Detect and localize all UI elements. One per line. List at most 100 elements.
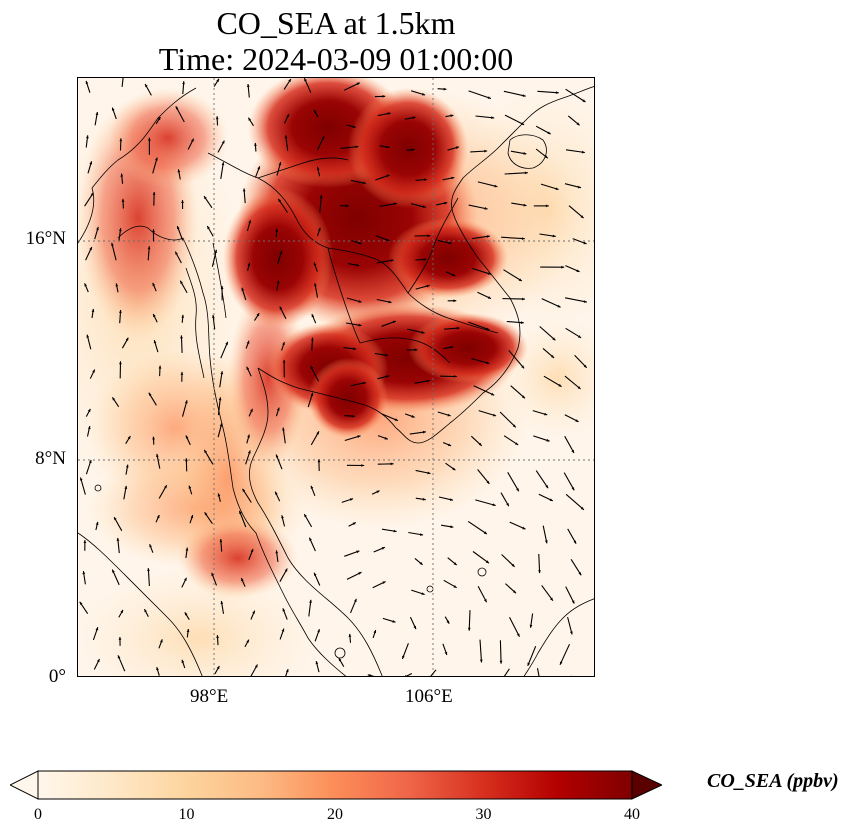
wind-vector-head [429,675,430,676]
wind-vector-head [279,250,283,254]
wind-vector-head [577,386,581,389]
wind-vector-head [275,550,279,554]
wind-vector-head [153,314,156,318]
wind-vector-head [487,96,491,99]
wind-vector-head [315,661,319,665]
wind-vector-head [361,464,365,467]
wind-vector-head [356,82,360,86]
wind-vector-head [492,503,496,506]
wind-vector-head [421,592,425,595]
wind-vector-head [121,198,125,202]
wind-vector-head [450,114,454,118]
wind-vector-head [443,87,447,91]
wind-vector-head [216,78,219,82]
wind-vector-head [492,413,497,417]
wind-vector-head [545,204,549,208]
wind-vector [504,114,525,126]
wind-vector-head [284,568,288,572]
wind-vector [117,655,126,672]
wind-vector [211,249,217,267]
wind-vector-head [444,201,448,205]
wind-vector-head [576,269,580,272]
wind-vector-head [338,658,342,662]
wind-vector [175,106,185,123]
wind-vector-head [95,521,99,525]
wind-vector-head [314,283,317,287]
wind-vector-head [148,137,151,141]
wind-vector-head [583,241,587,245]
wind-vector-head [175,106,179,110]
wind-vector-head [561,265,565,269]
wind-vector [565,88,586,103]
wind-vector-head [555,91,559,94]
wind-vector-head [423,178,427,182]
wind-vector-head [382,95,386,98]
wind-vector-head [358,572,362,575]
wind-vector-head [478,442,482,446]
wind-vector [220,341,229,359]
wind-vector-head [523,203,527,207]
wind-vector-head [285,669,289,673]
wind-vector-head [393,202,397,206]
wind-vector-head [276,280,280,284]
wind-vector-head [147,568,150,572]
wind-vector-head [520,122,525,125]
wind-vector-head [246,639,249,643]
wind-vector-head [583,364,587,368]
lat-label-16n: 16°N [25,228,66,249]
wind-vector-head [314,109,317,113]
wind-vector-head [527,662,531,666]
lat-label-8n: 8°N [35,448,66,469]
wind-vector-head [487,272,491,275]
lon-label-98e: 98°E [190,686,229,707]
wind-vector-head [573,540,577,544]
wind-vector-head [544,155,548,159]
wind-vector-head [321,136,325,140]
wind-vector [527,645,537,667]
wind-vector-head [422,205,426,208]
wind-vector-head [516,488,519,492]
wind-vector-head [221,140,225,144]
wind-vector-head [281,515,284,519]
lat-label-0: 0° [48,666,66,687]
wind-vector [559,643,570,666]
wind-vector-head [85,80,89,84]
wind-vector [508,349,525,369]
wind-vector-head [546,438,550,442]
wind-vector-head [248,117,252,121]
map-canvas [78,78,594,676]
wind-vector-head [284,135,288,139]
wind-vector-head [248,220,251,224]
wind-vector [564,297,588,303]
wind-vector-head [288,79,291,83]
wind-vector-head [241,578,244,582]
coastlines-and-borders [78,86,594,676]
wind-vector-head [486,235,490,238]
wind-vector-head [352,125,356,128]
wind-vector-head [86,135,89,139]
wind-vector-head [153,340,157,344]
wind-vector-head [352,522,356,526]
wind-vector-head [125,464,129,468]
wind-vector-head [309,599,312,603]
wind-vector-head [522,94,526,97]
wind-vector-head [491,392,495,396]
wind-vector-head [560,661,563,665]
wind-vector-head [521,237,525,240]
wind-vector-head [552,234,556,238]
wind-vector [567,616,573,635]
wind-vector-head [453,585,457,588]
wind-vector-head [580,215,584,219]
colorbar-tick-0: 0 [34,806,42,823]
wind-vector-head [120,609,123,614]
wind-vector-head [204,512,208,516]
wind-vector-head [355,145,359,149]
wind-vector-head [252,610,255,614]
wind-vector-head [381,547,385,550]
wind-vector [543,375,562,388]
wind-vector [503,90,526,97]
wind-vector [565,493,585,511]
wind-vector-head [184,612,188,616]
wind-vector-head [484,149,488,153]
wind-vector-head [164,485,167,489]
